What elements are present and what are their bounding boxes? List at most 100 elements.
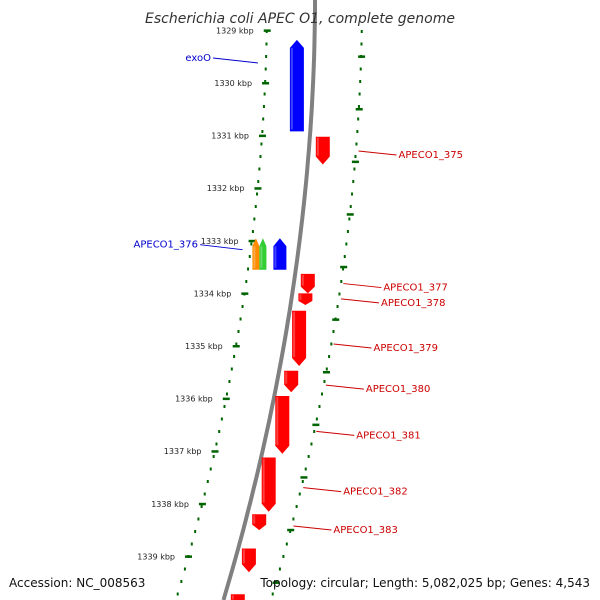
gene-highlight <box>276 397 279 445</box>
guide-dot <box>346 230 349 233</box>
guide-dot <box>304 467 307 471</box>
gene-arrow-apeco1_378 <box>298 293 313 305</box>
label-leader-line <box>325 384 364 390</box>
tick-mark-right <box>340 265 348 269</box>
guide-dot <box>360 42 363 46</box>
guide-dot <box>285 542 288 546</box>
map-title: Escherichia coli APEC O1, complete genom… <box>145 11 455 27</box>
gene-highlight <box>253 515 256 524</box>
guide-dot <box>206 480 209 483</box>
guide-dot <box>203 492 206 496</box>
guide-dot <box>209 467 212 471</box>
tick-mark-right <box>355 108 363 111</box>
gene-highlight <box>316 137 319 156</box>
guide-dot <box>278 567 281 571</box>
tick-label: 1335 kbp <box>185 342 223 351</box>
guide-dot <box>289 530 292 533</box>
guide-dot <box>218 430 221 433</box>
guide-dot <box>215 442 218 446</box>
guide-dot <box>262 105 265 108</box>
gene-highlight <box>299 294 302 300</box>
gene-label-apeco1_383: APECO1_383 <box>333 525 398 536</box>
guide-dot <box>253 217 256 221</box>
guide-dot <box>230 367 233 371</box>
guide-dot <box>345 242 348 246</box>
guide-dot <box>245 280 248 283</box>
tick-mark-left <box>222 397 230 401</box>
tick-label: 1330 kbp <box>214 79 252 88</box>
guide-dot <box>282 555 285 558</box>
guide-dot <box>359 67 362 71</box>
guide-dot <box>325 367 328 371</box>
gene-label-apeco1_379: APECO1_379 <box>374 343 439 354</box>
guide-dot <box>259 155 262 158</box>
tick-label: 1332 kbp <box>207 184 245 193</box>
guide-dot <box>348 217 351 221</box>
guide-dot <box>264 67 267 71</box>
tick-label: 1329 kbp <box>216 26 254 35</box>
tick-mark-right <box>312 423 320 427</box>
tick-mark-right <box>272 581 280 584</box>
label-leader-line <box>343 283 382 289</box>
guide-dot <box>254 205 257 208</box>
guide-dot <box>307 455 310 458</box>
guide-dot <box>200 505 203 508</box>
label-leader-line <box>303 487 342 493</box>
gene-label-apeco1_380: APECO1_380 <box>366 384 431 395</box>
guide-dot <box>349 205 352 208</box>
tick-mark-left <box>258 134 266 138</box>
gene-arrow-apeco1_379 <box>292 310 307 366</box>
guide-dot <box>251 230 254 233</box>
gene-highlight <box>253 246 256 268</box>
tick-mark-left <box>263 29 271 32</box>
guide-dot <box>357 105 360 108</box>
tick-marks: 1329 kbp 1330 kbp 1331 kbp 1332 kbp 1333 kbp… <box>137 26 366 584</box>
guide-dot <box>352 180 355 183</box>
gene-arrow <box>252 238 260 270</box>
guide-dot <box>264 80 267 83</box>
gene-arrow-exoo <box>289 39 304 132</box>
gene-highlight <box>274 246 277 268</box>
guide-dot <box>336 305 339 308</box>
guide-dot <box>354 155 357 158</box>
gene-label-apeco1_376: APECO1_376 <box>134 240 199 251</box>
gene-label-apeco1_381: APECO1_381 <box>356 430 421 441</box>
tick-mark-right <box>346 213 354 216</box>
guide-dot <box>355 142 358 146</box>
tick-label: 1338 kbp <box>151 500 189 509</box>
gene-labels: exoO APECO1_376 APECO1_375 APECO1_377 APECO1… <box>134 53 464 536</box>
guide-dot <box>265 42 268 46</box>
gene-features <box>230 39 330 600</box>
gene-highlight <box>260 246 263 268</box>
guide-dot <box>318 405 321 408</box>
gene-highlight <box>290 47 293 130</box>
guide-dot <box>358 92 361 96</box>
genome-backbone <box>221 0 317 600</box>
genome-summary-text: Topology: circular; Length: 5,082,025 bp… <box>259 576 590 590</box>
tick-mark-left <box>241 292 249 295</box>
label-leader-line <box>293 525 332 531</box>
gene-highlight <box>285 371 288 384</box>
guide-dot <box>226 392 229 396</box>
guide-dot <box>360 30 363 33</box>
tick-mark-left <box>198 502 206 506</box>
guide-dot <box>212 455 215 458</box>
label-leader-line <box>199 244 243 251</box>
guide-dot <box>301 480 304 483</box>
gene-highlight <box>293 311 296 357</box>
guide-dot <box>353 167 356 171</box>
tick-label: 1333 kbp <box>201 237 239 246</box>
gene-highlight <box>231 595 234 600</box>
tick-mark-right <box>300 476 308 479</box>
guide-dot <box>241 305 244 308</box>
guide-dot <box>235 342 238 346</box>
guide-dot <box>357 117 360 121</box>
gene-arrow-apeco1_382 <box>261 457 276 512</box>
gene-arrow-apeco1_381 <box>275 396 290 454</box>
guide-dot <box>323 380 326 383</box>
guide-dot <box>247 267 250 271</box>
tick-mark-left <box>254 187 262 190</box>
guide-dot <box>176 592 179 596</box>
guide-dot <box>183 567 186 571</box>
gene-arrow-apeco1_376 <box>273 238 287 270</box>
